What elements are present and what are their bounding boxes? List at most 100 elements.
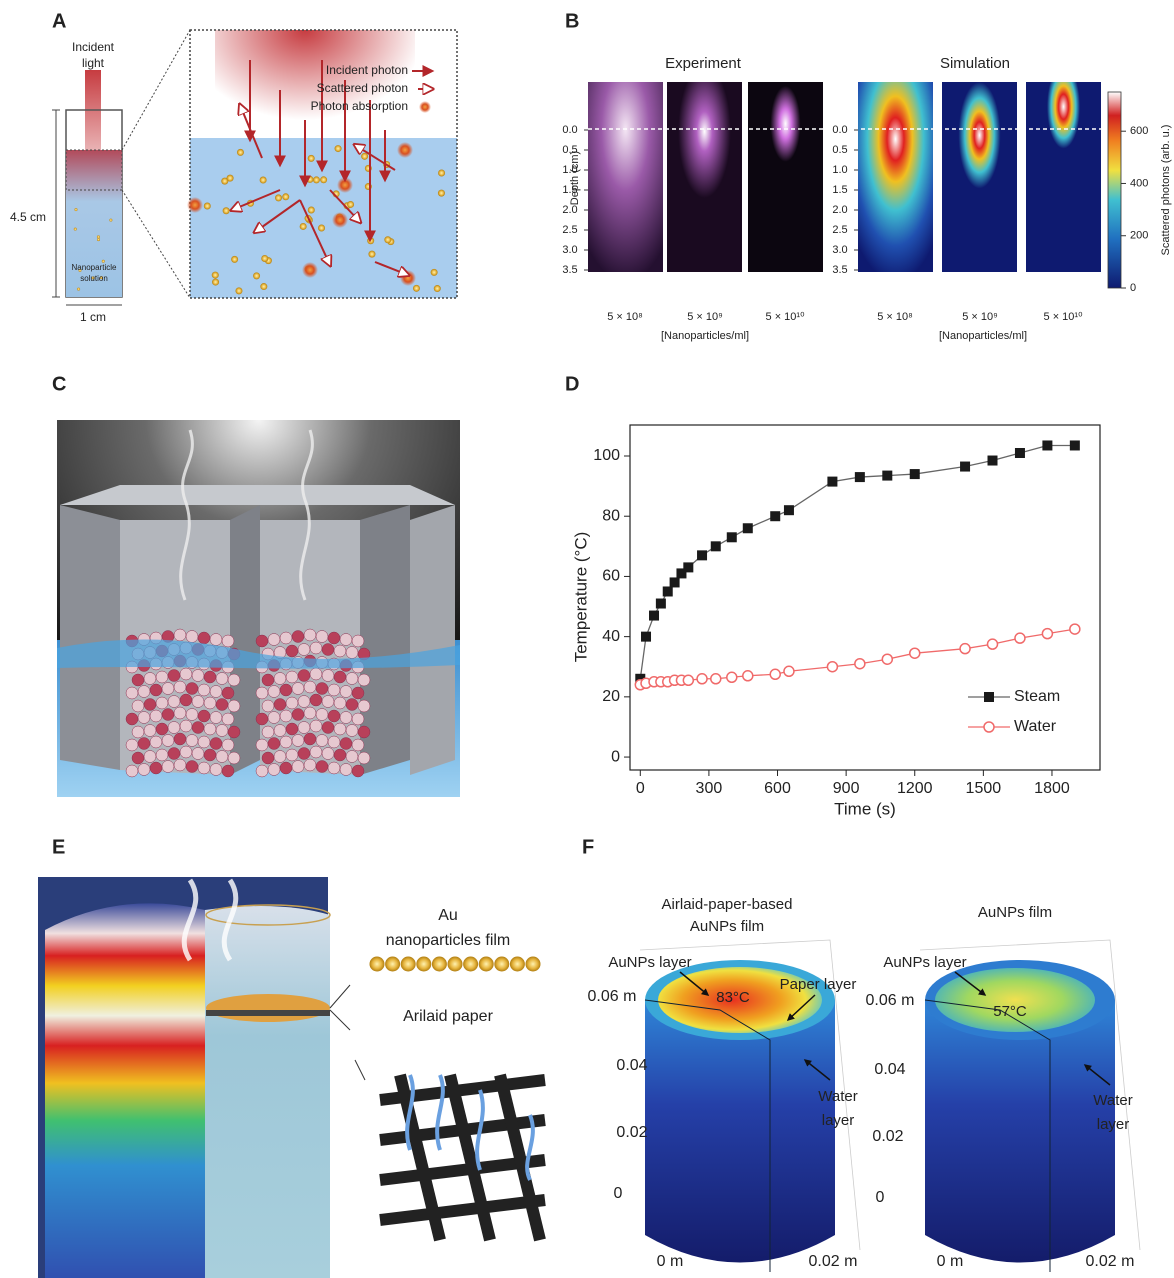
z-tick-label: 0.06 m <box>588 988 637 1005</box>
colorbar-tick-label: 600 <box>1130 125 1148 137</box>
label: 57°C <box>993 1003 1027 1020</box>
sphere <box>304 629 316 641</box>
sphere <box>262 726 274 738</box>
sphere <box>334 697 346 709</box>
y-tick-label: 0.0 <box>562 124 577 136</box>
sphere <box>156 723 168 735</box>
sphere <box>292 709 304 721</box>
sphere <box>228 700 240 712</box>
panel-label: D <box>565 373 579 395</box>
sphere <box>262 674 274 686</box>
z-tick-label: 0.02 <box>616 1124 647 1141</box>
nanoparticle <box>438 190 445 197</box>
sphere <box>180 720 192 732</box>
sphere <box>156 697 168 709</box>
label: Arilaid paper <box>403 1008 494 1025</box>
sphere <box>346 751 358 763</box>
sphere <box>268 686 280 698</box>
sphere <box>304 681 316 693</box>
sphere <box>274 699 286 711</box>
point <box>855 472 865 482</box>
point <box>697 674 707 684</box>
sphere <box>316 735 328 747</box>
label: solution <box>80 274 108 283</box>
sphere <box>228 726 240 738</box>
z-tick-label: 0.02 <box>872 1128 903 1145</box>
y-tick-label: 100 <box>593 447 620 464</box>
sphere <box>204 749 216 761</box>
absorption <box>302 262 318 278</box>
x-tick-label: 0 m <box>657 1253 684 1270</box>
z-tick-label: 0.06 m <box>866 992 915 1009</box>
nanoparticle <box>318 224 325 231</box>
x-tick-label: 1500 <box>966 780 1002 797</box>
x-label: 5 × 10¹⁰ <box>766 311 806 323</box>
point <box>882 471 892 481</box>
sphere <box>256 739 268 751</box>
sphere <box>292 735 304 747</box>
nanoparticle <box>308 207 315 214</box>
x-tick-label: 0.02 m <box>1086 1253 1135 1270</box>
nanoparticle <box>335 145 342 152</box>
gold-ball <box>448 957 463 972</box>
point <box>855 659 865 669</box>
sphere <box>228 752 240 764</box>
sphere <box>198 710 210 722</box>
label: Photon absorption <box>311 99 408 113</box>
nanoparticle <box>347 201 354 208</box>
sphere <box>298 644 310 656</box>
sphere <box>210 634 222 646</box>
gold-ball <box>479 957 494 972</box>
nanoparticle <box>308 155 315 162</box>
label: nanoparticles film <box>386 932 511 949</box>
sphere <box>180 668 192 680</box>
sphere <box>186 735 198 747</box>
nanoparticle <box>231 256 238 263</box>
sphere <box>174 759 186 771</box>
sphere <box>322 670 334 682</box>
sphere <box>198 632 210 644</box>
point <box>641 632 651 642</box>
sphere <box>298 722 310 734</box>
label: Incident <box>72 40 115 54</box>
sphere <box>198 684 210 696</box>
x-tick-label: 900 <box>833 780 860 797</box>
sphere <box>256 765 268 777</box>
label: AuNPs layer <box>608 954 691 971</box>
nanoparticle <box>261 255 268 262</box>
sphere <box>216 751 228 763</box>
group-title: Experiment <box>665 55 742 72</box>
sphere <box>334 671 346 683</box>
sphere <box>340 738 352 750</box>
sphere <box>280 632 292 644</box>
sphere <box>138 764 150 776</box>
sphere <box>162 761 174 773</box>
nanoparticle <box>235 287 242 294</box>
sphere <box>186 761 198 773</box>
point <box>697 550 707 560</box>
nanoparticle <box>227 175 234 182</box>
sphere <box>310 746 322 758</box>
y-tick-label: 40 <box>602 628 620 645</box>
sphere <box>174 707 186 719</box>
label: Scattered photon <box>317 81 408 95</box>
sphere <box>174 629 186 641</box>
point <box>1015 633 1025 643</box>
sphere <box>216 725 228 737</box>
sphere <box>286 697 298 709</box>
sphere <box>322 722 334 734</box>
sphere <box>216 673 228 685</box>
legend-label: Steam <box>1014 688 1060 705</box>
z-tick-label: 0.04 <box>616 1057 647 1074</box>
colorbar-title: Scattered photons (arb. u.) <box>1160 125 1172 256</box>
point <box>770 669 780 679</box>
sphere <box>280 736 292 748</box>
sphere <box>274 725 286 737</box>
y-tick-label: 3.5 <box>562 264 577 276</box>
sphere <box>126 713 138 725</box>
label: Airlaid-paper-based <box>662 896 793 913</box>
sphere <box>228 674 240 686</box>
point <box>770 511 780 521</box>
x-tick-label: 300 <box>696 780 723 797</box>
sphere <box>132 674 144 686</box>
